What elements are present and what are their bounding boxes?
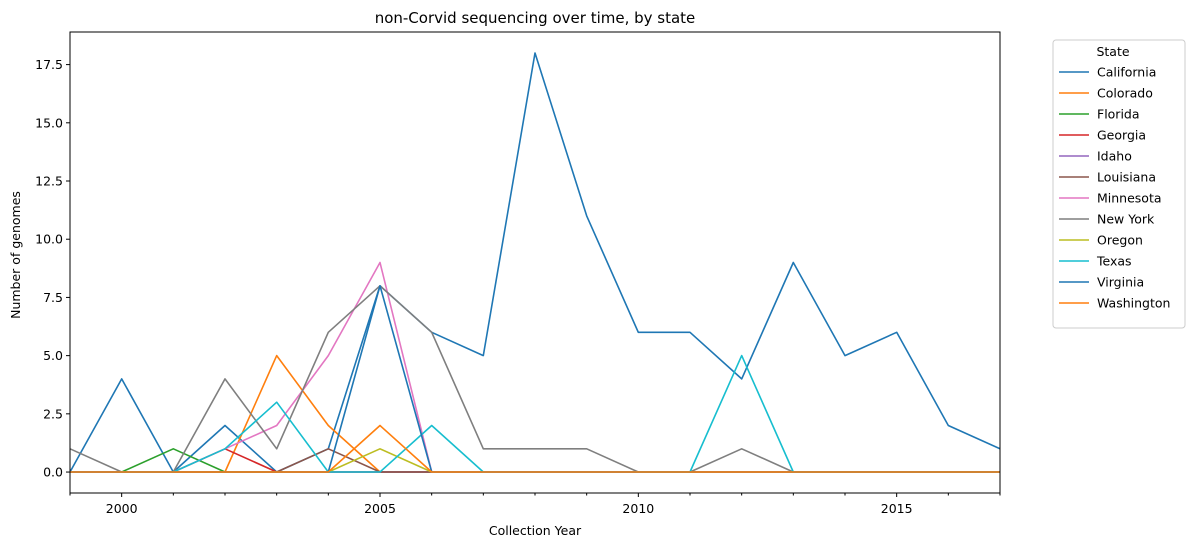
y-tick-label: 12.5: [35, 174, 63, 189]
legend-label: Louisiana: [1097, 170, 1156, 185]
legend-label: Washington: [1097, 296, 1170, 311]
chart-title: non-Corvid sequencing over time, by stat…: [375, 9, 696, 27]
y-tick-label: 15.0: [35, 115, 63, 130]
legend-label: Virginia: [1097, 275, 1144, 290]
x-tick-label: 2005: [364, 501, 396, 516]
series-line-6: [70, 447, 1000, 473]
legend-label: Texas: [1096, 254, 1132, 269]
legend-label: Oregon: [1097, 233, 1143, 248]
series-line-12: [70, 424, 1000, 473]
legend-label: California: [1097, 65, 1156, 80]
series-line-7: [70, 261, 1000, 473]
series-line-4: [70, 447, 1000, 473]
series-line-2: [70, 354, 1000, 473]
legend-title: State: [1096, 44, 1129, 59]
legend: State California Colorado Florida Georgia Id…: [1052, 39, 1186, 329]
x-tick-label: 2015: [881, 501, 913, 516]
x-axis-label: Collection Year: [489, 523, 582, 538]
series-line-9: [70, 447, 1000, 473]
legend-label: Idaho: [1097, 149, 1132, 164]
legend-label: New York: [1097, 212, 1155, 227]
legend-items: California Colorado Florida Georgia Idaho Lou…: [1059, 65, 1170, 311]
series-line-8: [70, 284, 1000, 473]
legend-label: Colorado: [1097, 86, 1153, 101]
series-line-10: [70, 354, 1000, 473]
y-tick-label: 2.5: [43, 406, 63, 421]
series-line-11: [70, 284, 1000, 473]
y-axis-label: Number of genomes: [8, 191, 23, 319]
plot-series: [70, 52, 1000, 473]
legend-label: Minnesota: [1097, 191, 1162, 206]
x-axis: 2000 2005 2010 2015: [69, 493, 1001, 516]
legend-box: [1052, 39, 1186, 329]
x-tick-label: 2000: [106, 501, 138, 516]
series-line-3: [70, 447, 1000, 473]
plot-frame: [69, 31, 1001, 494]
y-tick-label: 5.0: [43, 348, 63, 363]
y-tick-label: 10.0: [35, 232, 63, 247]
x-tick-label: 2010: [622, 501, 654, 516]
y-tick-label: 17.5: [35, 57, 63, 72]
legend-label: Florida: [1097, 107, 1140, 122]
y-axis: 0.0 2.5 5.0 7.5 10.0 12.5 15.0 17.5: [35, 57, 70, 480]
legend-label: Georgia: [1097, 128, 1146, 143]
series-line-1: [70, 52, 1000, 473]
y-tick-label: 7.5: [43, 290, 63, 305]
y-tick-label: 0.0: [43, 465, 63, 480]
